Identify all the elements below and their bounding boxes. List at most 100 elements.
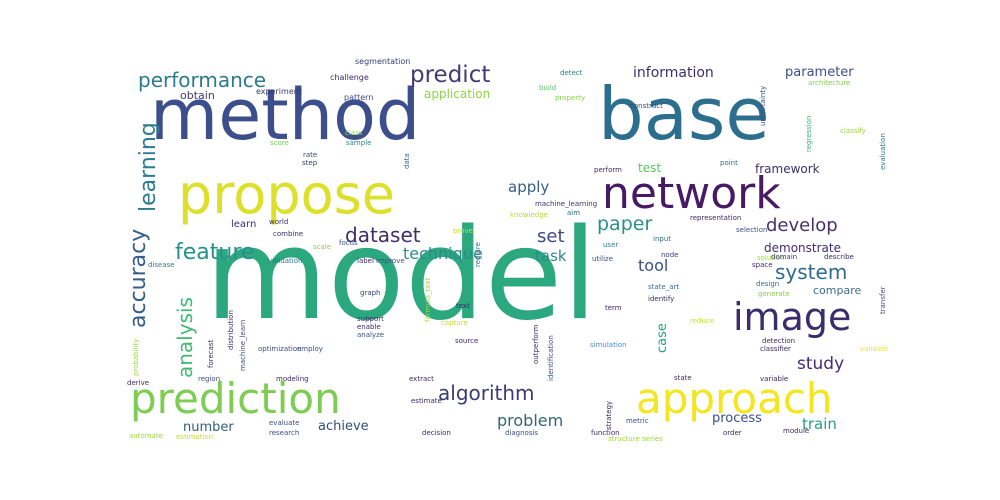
word-number: number bbox=[183, 420, 234, 435]
word-classifier: classifier bbox=[760, 345, 791, 353]
word-machine-learn: machine_learn bbox=[239, 319, 247, 371]
word-dataset: dataset bbox=[345, 223, 421, 247]
word-obtain: obtain bbox=[180, 89, 215, 102]
word-detection: detection bbox=[762, 337, 796, 345]
word-state-art: state_art bbox=[648, 283, 680, 291]
word-rate: rate bbox=[303, 151, 318, 159]
word-train: train bbox=[802, 415, 837, 433]
word-identification: identification bbox=[547, 335, 555, 381]
word-develop: develop bbox=[766, 215, 838, 236]
word-paper: paper bbox=[597, 213, 653, 235]
word-achieve: achieve bbox=[318, 419, 369, 434]
word-technique: technique bbox=[403, 244, 483, 263]
word-point: point bbox=[720, 159, 738, 167]
word-segmentation: segmentation bbox=[355, 57, 411, 66]
word-construct: construct bbox=[630, 102, 663, 110]
word-performance: performance bbox=[138, 68, 267, 92]
word-architecture: architecture bbox=[808, 79, 851, 87]
word-algorithm: algorithm bbox=[438, 381, 535, 405]
word-image: image bbox=[733, 295, 852, 339]
word-pattern: pattern bbox=[344, 93, 374, 102]
word-parameter: parameter bbox=[785, 65, 854, 80]
word-machine-learning: machine_learning bbox=[535, 200, 598, 208]
word-focus: focus bbox=[339, 239, 358, 247]
word-support: support bbox=[357, 315, 384, 323]
word-structure-series: structure series bbox=[608, 435, 663, 443]
word-predict: predict bbox=[410, 62, 491, 88]
word-forecast: forecast bbox=[207, 339, 215, 368]
word-diagnosis: diagnosis bbox=[505, 429, 539, 437]
word-detect: detect bbox=[560, 69, 583, 77]
word-knowledge: knowledge bbox=[510, 211, 548, 219]
word-capture: capture bbox=[441, 319, 468, 327]
word-research: research bbox=[269, 429, 300, 437]
word-utilize: utilize bbox=[592, 255, 613, 263]
word-build: build bbox=[539, 84, 557, 92]
word-module: module bbox=[783, 427, 810, 435]
word-experiment: experiment bbox=[256, 87, 302, 96]
word-class: class bbox=[345, 129, 363, 137]
word-base: base bbox=[598, 72, 770, 156]
word-outperform: outperform bbox=[532, 324, 540, 364]
word-require: require bbox=[474, 242, 482, 268]
word-evaluation: evaluation bbox=[879, 133, 887, 170]
word-describe: describe bbox=[824, 253, 854, 261]
word-perform: perform bbox=[594, 166, 622, 174]
word-aim: aim bbox=[567, 209, 581, 217]
word-information: information bbox=[633, 65, 714, 81]
word-representation: representation bbox=[690, 214, 742, 222]
word-study: study bbox=[797, 354, 845, 374]
word-set: set bbox=[537, 226, 565, 247]
word-node: node bbox=[661, 251, 679, 259]
word-world: world bbox=[269, 218, 289, 226]
word-evaluate: evaluate bbox=[269, 419, 300, 427]
word-learning: learning bbox=[136, 121, 161, 212]
word-prediction: prediction bbox=[130, 374, 341, 423]
word-optimization: optimization bbox=[258, 345, 302, 353]
word-apply: apply bbox=[508, 178, 550, 196]
word-term: term bbox=[605, 304, 622, 312]
word-approach: approach bbox=[636, 374, 833, 423]
word-accuracy: accuracy bbox=[126, 228, 151, 328]
word-label: label bbox=[357, 257, 374, 265]
word-automate: automate bbox=[129, 432, 163, 440]
word-reduce: reduce bbox=[690, 317, 715, 325]
word-classify: classify bbox=[840, 127, 866, 135]
word-input: input bbox=[653, 235, 672, 243]
word-sample: sample bbox=[346, 139, 372, 147]
word-demonstrate: demonstrate bbox=[764, 241, 841, 255]
word-design: design bbox=[756, 280, 780, 288]
word-function: function bbox=[591, 429, 620, 437]
word-property: property bbox=[555, 94, 585, 102]
word-order: order bbox=[723, 429, 742, 437]
word-challenge: challenge bbox=[330, 73, 369, 82]
word-solution: solution bbox=[757, 254, 785, 262]
word-task: task bbox=[535, 247, 567, 265]
word-uncertainty: uncertainty bbox=[759, 85, 767, 127]
word-metric: metric bbox=[626, 417, 649, 425]
word-modeling: modeling bbox=[276, 375, 309, 383]
word-analysis: analysis bbox=[173, 297, 197, 378]
word-extract: extract bbox=[409, 375, 434, 383]
word-graph: graph bbox=[360, 289, 381, 297]
word-estimation: estimation bbox=[176, 433, 214, 441]
word-text: text bbox=[456, 302, 470, 310]
word-analyze: analyze bbox=[357, 331, 385, 339]
word-transfer: transfer bbox=[879, 285, 887, 314]
word-learn: learn bbox=[231, 219, 257, 230]
word-generate: generate bbox=[758, 290, 790, 298]
word-disease: disease bbox=[148, 261, 175, 269]
word-identify: identify bbox=[648, 295, 675, 303]
word-network: network bbox=[602, 168, 781, 219]
word-prove: prove bbox=[453, 227, 473, 235]
word-framework: framework bbox=[755, 162, 820, 176]
word-test: test bbox=[638, 161, 662, 175]
word-compare: compare bbox=[813, 284, 862, 297]
word-state: state bbox=[674, 374, 692, 382]
word-regression: regression bbox=[805, 115, 813, 152]
word-data: data bbox=[403, 153, 411, 169]
word-model: model bbox=[205, 201, 598, 348]
word-region: region bbox=[198, 375, 221, 383]
word-step: step bbox=[302, 159, 318, 167]
